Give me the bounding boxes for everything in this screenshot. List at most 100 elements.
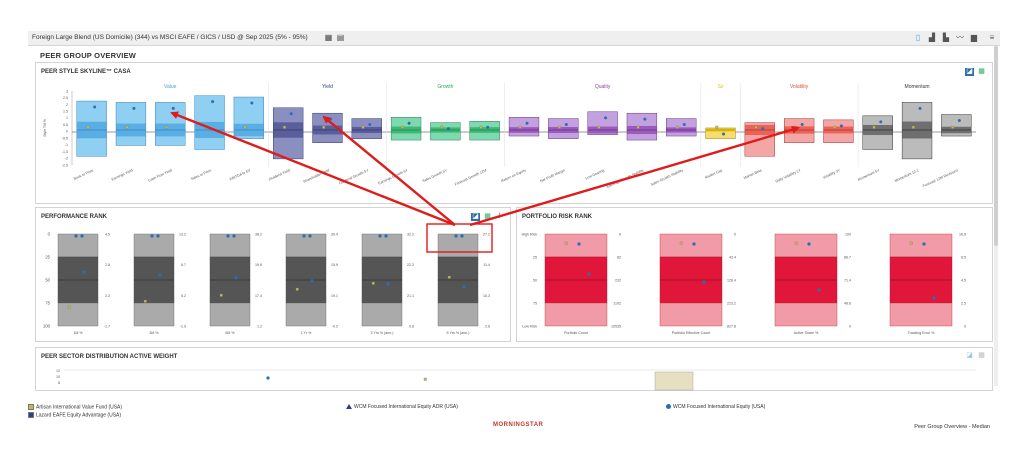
quartile-bottom <box>361 302 403 327</box>
value-tick: 86.7 <box>844 256 851 260</box>
quartile-bottom <box>209 302 251 327</box>
skyline-icon[interactable]: ▙ <box>942 33 950 42</box>
skyline-panel: PEER STYLE SKYLINE™ CASA ◪ ▦ 3 2.5 2 1.5 1 0.… <box>35 62 993 204</box>
column-label: 5 Yrs % (ann.) <box>447 331 470 335</box>
y-tick-label: Low Risk <box>522 325 537 329</box>
fund-marker <box>918 106 922 110</box>
histogram-icon[interactable]: ▆ <box>970 33 978 42</box>
skyline-chart: 3 2.5 2 1.5 1 0.5 0 -0.5 -1 -1.5 -2 -2.5 Style Tilt … <box>43 83 976 189</box>
calendar-icon[interactable]: ▦ <box>324 33 333 42</box>
value-tick: 827.8 <box>727 325 736 329</box>
y-tick-label: 2.5 <box>63 96 68 100</box>
fund-marker <box>243 125 247 129</box>
fund-marker <box>143 299 147 303</box>
value-tick: 43.4 <box>729 256 736 260</box>
fund-marker <box>361 125 365 129</box>
quartile-top <box>285 233 327 258</box>
value-tick: 15.9 <box>331 263 338 267</box>
fund-marker <box>879 120 883 124</box>
factor-label: Volatility 3Y <box>822 168 841 180</box>
fund-marker <box>577 242 581 246</box>
value-tick: 32.2 <box>407 233 414 237</box>
fund-marker <box>558 125 561 129</box>
factor-label: Net Profit Margin <box>540 168 566 183</box>
quartile-bottom <box>889 302 953 327</box>
value-tick: 0 <box>734 233 736 237</box>
fund-marker <box>407 121 411 125</box>
axis-label: Style Tilt % <box>43 118 47 137</box>
value-tick: 82 <box>617 256 621 260</box>
fund-marker <box>957 119 961 123</box>
scrollbar-thumb[interactable] <box>994 46 998 246</box>
sector-panel: PEER SECTOR DISTRIBUTION ACTIVE WEIGHT ◪… <box>35 347 993 391</box>
fund-marker <box>486 125 490 129</box>
value-tick: 223.2 <box>727 302 736 306</box>
y-tick-label: High Risk <box>522 233 538 237</box>
quartile-bottom <box>133 302 175 327</box>
bar-chart-icon[interactable]: ▟ <box>928 33 936 42</box>
fund-marker <box>932 296 936 300</box>
group-header: Volatility <box>790 84 809 90</box>
vertical-scrollbar[interactable] <box>994 46 998 386</box>
quartile-bottom <box>285 302 327 327</box>
fund-marker <box>423 377 427 381</box>
quartile-bottom <box>659 302 723 327</box>
factor-label: Market Cap <box>704 168 723 179</box>
skyline-table-icon[interactable]: ▦ <box>978 68 985 75</box>
value-tick: 27.2 <box>483 233 490 237</box>
value-tick: 10.3 <box>483 294 490 298</box>
value-tick: 38.2 <box>255 233 262 237</box>
value-tick: 22.3 <box>407 263 414 267</box>
legend-item: Lazard EAFE Equity Advantage (USA) <box>28 412 121 418</box>
y-tick-label: 0.5 <box>63 123 68 127</box>
value-tick: 4.5 <box>961 279 966 283</box>
fund-marker <box>643 117 647 121</box>
fund-marker <box>564 241 568 245</box>
fund-marker <box>266 376 270 380</box>
legend-item: Artisan International Value Fund (USA) <box>28 404 122 410</box>
fund-marker <box>386 282 390 286</box>
column-label: Portfolio Count <box>564 331 588 335</box>
y-tick-label: 0 <box>66 130 68 134</box>
report-header-bar: Foreign Large Blend (US Domicile) (344) … <box>28 31 1000 46</box>
document-icon[interactable]: ▤ <box>336 33 345 42</box>
factor-label: Forecast Growth 12M <box>454 168 487 186</box>
y-tick-label: 100 <box>43 324 51 329</box>
fund-marker <box>378 234 382 238</box>
column-label: 6M % <box>225 331 235 335</box>
factor-label: Earnings Yield <box>111 168 134 181</box>
factor-label: Daily Volatility 1Y <box>775 168 802 184</box>
factor-label: Sales Growth Stability <box>650 168 684 187</box>
value-tick: 4.5 <box>105 233 110 237</box>
document-view-icon[interactable]: ▯ <box>915 33 921 42</box>
value-tick: 19.6 <box>255 263 262 267</box>
y-tick-label: -0.5 <box>62 136 68 140</box>
legend-item: WCM Focused International Equity ADR (US… <box>346 404 458 410</box>
column-label: Portfolio Effective Count <box>672 331 711 335</box>
skyline-chart-icon[interactable]: ◪ <box>965 68 974 76</box>
y-tick-label: 2 <box>66 103 68 107</box>
square-marker-icon <box>28 412 34 418</box>
value-tick: -1.9 <box>180 325 186 329</box>
value-tick: 48.6 <box>844 302 851 306</box>
fund-marker <box>839 124 843 128</box>
sector-table-icon[interactable]: ▦ <box>978 352 985 359</box>
fund-marker <box>302 234 306 238</box>
fund-marker <box>80 234 84 238</box>
line-chart-icon[interactable]: 〰 <box>956 33 964 42</box>
legend-label: Lazard EAFE Equity Advantage (USA) <box>36 412 122 419</box>
sector-box <box>654 371 694 391</box>
sector-chart-icon[interactable]: ◪ <box>966 352 973 359</box>
quartile-top <box>889 233 953 258</box>
value-tick: 6.5 <box>961 256 966 260</box>
fund-marker <box>384 234 388 238</box>
fund-marker <box>722 132 726 136</box>
performance-title: PERFORMANCE RANK <box>41 214 107 220</box>
fund-marker <box>310 279 314 283</box>
factor-label: Earnings Growth 5Y <box>378 168 409 185</box>
y-tick-label: -1 <box>65 143 68 147</box>
fund-marker <box>74 234 78 238</box>
menu-icon[interactable]: ≡ <box>989 33 995 42</box>
fund-marker <box>951 125 954 129</box>
fund-marker <box>446 127 450 131</box>
